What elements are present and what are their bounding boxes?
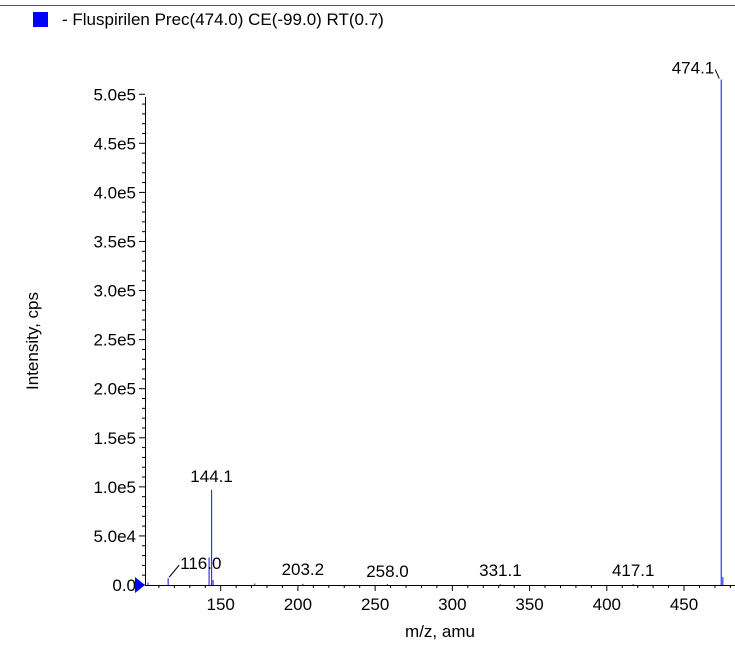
y-axis-title: Intensity, cps <box>23 292 42 390</box>
peak-label: 144.1 <box>190 467 233 486</box>
x-tick-label: 200 <box>284 595 312 614</box>
y-tick-label: 3.0e5 <box>93 282 136 301</box>
y-tick-label: 3.5e5 <box>93 232 136 251</box>
x-tick-label: 250 <box>361 595 389 614</box>
y-tick-label: 2.5e5 <box>93 331 136 350</box>
x-axis-ticks: 150 200 250 300 350 400 450 <box>159 585 730 614</box>
y-tick-label: 1.0e5 <box>93 478 136 497</box>
y-tick-label: 5.0e4 <box>93 527 136 546</box>
baseline-marker-icon <box>135 577 145 593</box>
legend-swatch <box>33 12 48 27</box>
x-axis-title: m/z, amu <box>405 622 475 641</box>
peak-labels: 474.1 144.1 116.0 203.2 258.0 331.1 417.1 <box>169 59 719 581</box>
x-tick-label: 350 <box>515 595 543 614</box>
x-tick-label: 300 <box>438 595 466 614</box>
peak-label: 331.1 <box>479 561 522 580</box>
peak-label-leader <box>169 565 179 577</box>
y-axis-ticks: 0.0 5.0e4 1.0e5 1.5e5 2.0e5 2.5e5 3.0e5 3.5e5 4.… <box>93 85 145 595</box>
peak-series <box>148 80 723 585</box>
y-tick-label: 0.0 <box>112 576 136 595</box>
peak-label: 203.2 <box>282 560 325 579</box>
x-tick-label: 400 <box>593 595 621 614</box>
x-tick-label: 150 <box>206 595 234 614</box>
peak-label: 116.0 <box>180 554 221 573</box>
y-tick-label: 5.0e5 <box>93 85 136 104</box>
y-tick-label: 4.5e5 <box>93 134 136 153</box>
y-tick-label: 1.5e5 <box>93 429 136 448</box>
x-tick-label: 450 <box>670 595 698 614</box>
y-tick-label: 2.0e5 <box>93 380 136 399</box>
peak-label-leader <box>715 70 719 79</box>
legend-text: - Fluspirilen Prec(474.0) CE(-99.0) RT(0… <box>62 10 384 29</box>
peak-label: 474.1 <box>672 59 715 78</box>
y-tick-label: 4.0e5 <box>93 183 136 202</box>
peak-label: 258.0 <box>366 562 409 581</box>
peak-label: 417.1 <box>612 561 655 580</box>
